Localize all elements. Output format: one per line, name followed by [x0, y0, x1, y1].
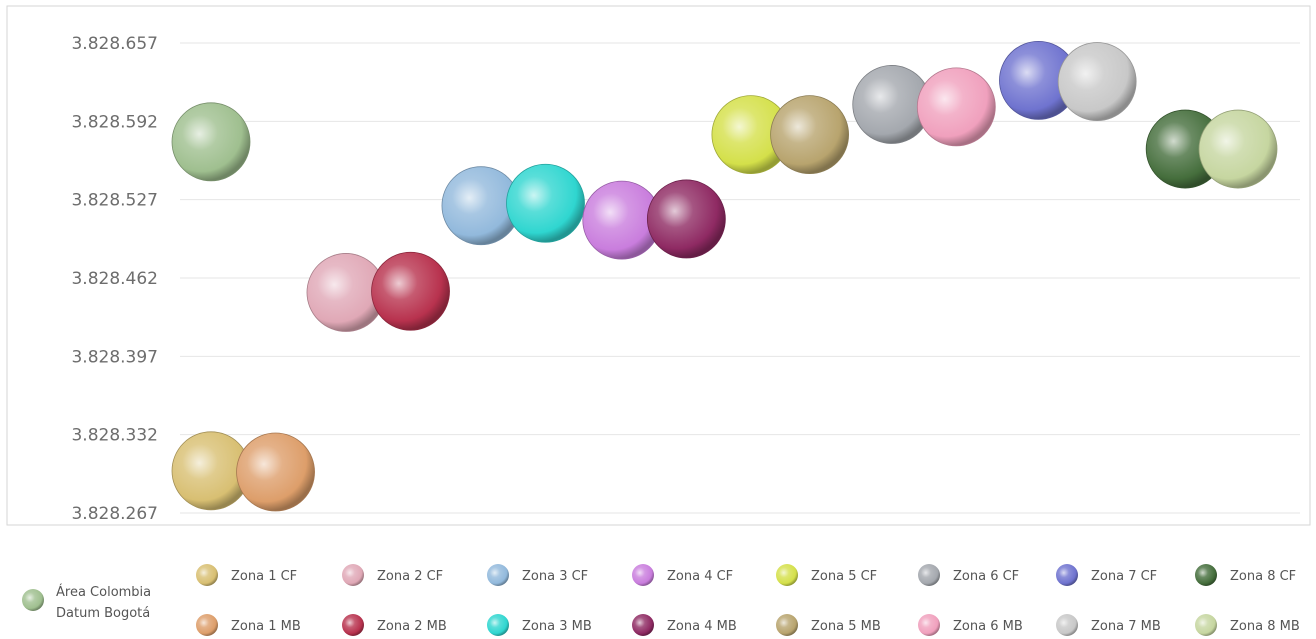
legend-label: Zona 1 CF: [231, 569, 297, 584]
bubble: [371, 251, 450, 331]
bubble: [236, 432, 315, 512]
legend-label: Zona 7 MB: [1091, 619, 1161, 634]
bubble: [1057, 42, 1137, 121]
legend-marker: [342, 564, 364, 586]
y-tick-label: 3.828.332: [71, 426, 158, 446]
legend-label: Zona 8 MB: [1230, 619, 1300, 634]
legend-label: Zona 2 CF: [377, 569, 443, 584]
bubble: [1198, 109, 1278, 189]
bubble: [171, 102, 251, 182]
legend-label: Datum Bogotá: [56, 606, 150, 621]
y-tick-label: 3.828.397: [71, 347, 158, 367]
legend-label: Zona 4 MB: [667, 619, 737, 634]
legend-label: Área Colombia: [56, 584, 151, 600]
legend-label: Zona 8 CF: [1230, 569, 1296, 584]
legend-label: Zona 7 CF: [1091, 569, 1157, 584]
bubble: [770, 95, 849, 174]
plot-border: [6, 5, 1311, 526]
legend-marker: [776, 564, 798, 586]
legend-marker: [776, 614, 798, 636]
legend-marker: [1195, 614, 1217, 636]
y-tick-label: 3.828.657: [71, 34, 158, 54]
legend-marker: [1195, 564, 1217, 586]
legend-marker: [487, 614, 509, 636]
legend-marker: [632, 614, 654, 636]
legend-label: Zona 3 CF: [522, 569, 588, 584]
legend-marker: [22, 589, 44, 611]
y-tick-label: 3.828.527: [71, 191, 158, 211]
legend-label: Zona 2 MB: [377, 619, 447, 634]
legend-label: Zona 5 MB: [811, 619, 881, 634]
bubble: [646, 179, 726, 259]
legend-marker: [487, 564, 509, 586]
y-tick-label: 3.828.592: [71, 112, 158, 132]
bubble: [506, 163, 585, 243]
bubble: [916, 67, 996, 147]
y-tick-label: 3.828.462: [71, 269, 158, 289]
legend-label: Zona 3 MB: [522, 619, 592, 634]
legend-marker: [632, 564, 654, 586]
legend-marker: [342, 614, 364, 636]
legend-marker: [196, 614, 218, 636]
legend-label: Zona 1 MB: [231, 619, 301, 634]
legend-label: Zona 5 CF: [811, 569, 877, 584]
legend-label: Zona 4 CF: [667, 569, 733, 584]
y-tick-label: 3.828.267: [71, 504, 158, 524]
legend-marker: [918, 564, 940, 586]
legend-label: Zona 6 MB: [953, 619, 1023, 634]
legend-marker: [196, 564, 218, 586]
bubbles: [171, 40, 1278, 512]
legend-marker: [918, 614, 940, 636]
legend-marker: [1056, 564, 1078, 586]
legend: Área Colombia Datum Bogotá Zona 1 CF Zona 1…: [22, 564, 1300, 636]
legend-marker: [1056, 614, 1078, 636]
y-axis: 3.828.657 3.828.592 3.828.527 3.828.462 3.82…: [71, 34, 158, 524]
legend-label: Zona 6 CF: [953, 569, 1019, 584]
